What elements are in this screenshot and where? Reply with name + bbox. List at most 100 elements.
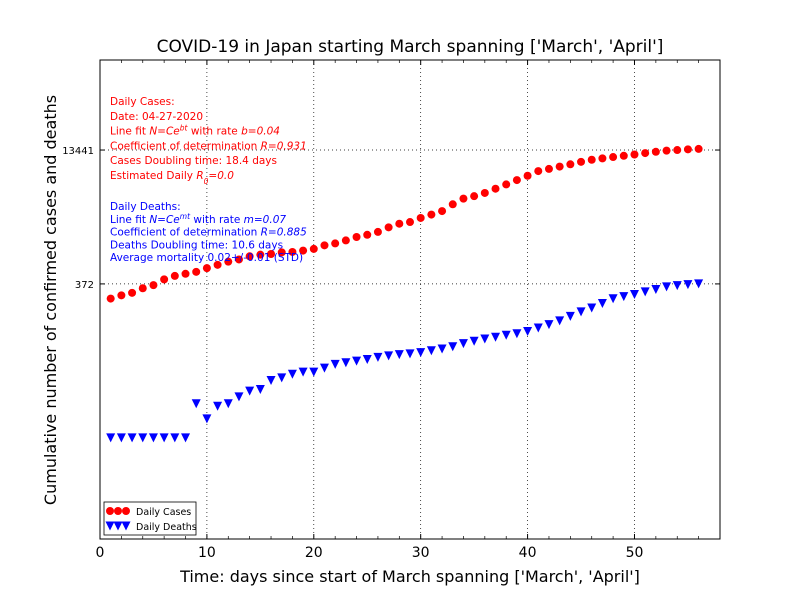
case-point [267, 249, 276, 258]
annotation-text: 04-27-2020 [142, 111, 203, 123]
death-point [170, 433, 180, 443]
x-tick-label: 10 [198, 545, 216, 561]
death-point [127, 433, 137, 443]
case-point [673, 146, 682, 155]
case-point [213, 260, 222, 269]
annotation-math: N=Ce [149, 214, 179, 226]
case-point [448, 200, 457, 209]
x-tick-label: 0 [96, 545, 105, 561]
annotation-text: determination [183, 140, 257, 152]
case-point [341, 236, 350, 245]
annotation-text: Daily [110, 201, 137, 213]
death-point [277, 373, 287, 383]
annotation-line: Line fit N=Cemt with rate m=0.07 [110, 211, 286, 226]
annotation-text: Coefficient [110, 227, 166, 239]
annotation-text: Cases: [140, 96, 175, 108]
case-point [224, 257, 233, 266]
annotation-math: =0.0 [208, 170, 234, 182]
death-point [234, 392, 244, 402]
annotation-line: Line fit N=Cebt with rate b=0.04 [110, 123, 280, 138]
case-point [202, 264, 211, 273]
case-point [149, 281, 158, 290]
annotation-math: R=0.931 [261, 140, 307, 152]
death-point [202, 414, 212, 424]
death-point [694, 279, 704, 289]
case-point [309, 244, 318, 253]
death-point [394, 350, 404, 360]
case-point [245, 252, 254, 261]
annotation-text: Line [110, 214, 132, 226]
case-point [619, 151, 628, 160]
case-point [160, 275, 169, 284]
x-tick-label: 40 [519, 545, 537, 561]
case-point [363, 230, 372, 239]
annotation-text: mortality [156, 252, 204, 264]
annotation-text: Daily [166, 170, 193, 182]
annotation-text: Line [110, 126, 132, 138]
case-point [641, 149, 650, 158]
case-point [459, 194, 468, 203]
death-point [191, 399, 201, 409]
annotation-text: rate [216, 126, 237, 138]
case-point [416, 213, 425, 222]
annotation-text: days [252, 155, 277, 167]
annotation-math: N=Ce [149, 126, 179, 138]
death-point [491, 332, 501, 342]
death-point [287, 369, 297, 379]
death-point [523, 326, 533, 336]
annotation-math: m=0.07 [244, 214, 287, 226]
annotation-text: Average [110, 252, 153, 264]
annotation-text: Date: [110, 111, 139, 123]
annotation-line: Average mortality 0.02+/-0.01 (STD) [110, 252, 303, 264]
legend-marker [105, 521, 115, 531]
death-point [309, 367, 319, 377]
case-point [470, 192, 479, 201]
grid [100, 60, 720, 539]
annotation-text: of [170, 227, 180, 239]
legend-marker [114, 507, 122, 515]
case-point [662, 146, 671, 155]
death-point [373, 352, 383, 362]
death-point [662, 282, 672, 292]
case-point [192, 267, 201, 276]
case-point [683, 145, 692, 154]
case-point [170, 271, 179, 280]
death-point [330, 359, 340, 369]
death-point [106, 433, 116, 443]
case-point [555, 162, 564, 171]
y-axis-label: Cumulative number of confirmed cases and… [41, 95, 60, 505]
death-point [213, 401, 223, 411]
annotation-text: Cases [110, 155, 141, 167]
case-point [277, 248, 286, 257]
annotation-text: (STD) [274, 252, 303, 264]
death-point [555, 316, 565, 326]
death-point [480, 334, 490, 344]
case-point [373, 227, 382, 236]
legend-marker [122, 507, 130, 515]
chart-title: COVID-19 in Japan starting March spannin… [157, 37, 664, 57]
x-tick-label: 20 [305, 545, 323, 561]
case-point [598, 154, 607, 163]
death-point [416, 348, 426, 358]
case-point [630, 150, 639, 159]
death-point [544, 320, 554, 330]
annotation-text: time: [195, 155, 222, 167]
death-point [608, 294, 618, 304]
death-point [565, 311, 575, 321]
death-point [437, 344, 447, 354]
annotation-line: Daily Cases: [110, 96, 175, 108]
case-point [491, 184, 500, 193]
plot-area [100, 60, 720, 539]
annotation-text: Estimated [110, 170, 163, 182]
death-point [640, 287, 650, 297]
death-point [266, 375, 276, 385]
death-point [651, 285, 661, 295]
case-point [406, 218, 414, 227]
case-point [577, 157, 586, 166]
death-point [384, 351, 394, 361]
case-point [320, 241, 329, 250]
case-point [427, 210, 436, 219]
death-point [223, 399, 233, 409]
annotation-text: days [258, 239, 283, 251]
case-point [502, 180, 511, 189]
